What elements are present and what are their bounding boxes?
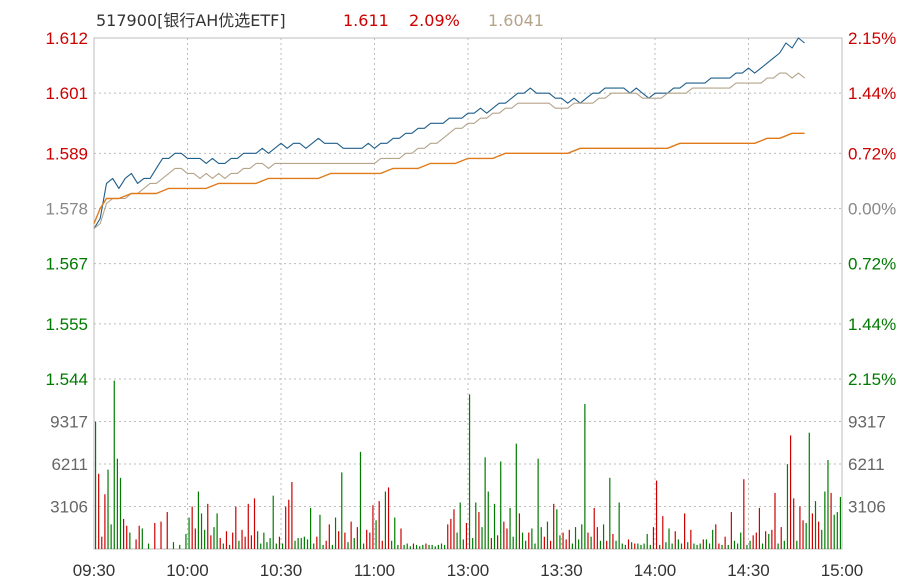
time-tick-label: 10:00	[166, 561, 209, 580]
volume-tick-label: 9317	[50, 413, 88, 432]
security-name: 517900[银行AH优选ETF]	[96, 11, 286, 30]
percent-tick-label: 0.72%	[848, 144, 896, 163]
average-price: 1.6041	[488, 11, 544, 30]
series-line-avg	[93, 72, 805, 230]
chart-header: 517900[银行AH优选ETF] 1.611 2.09% 1.6041	[96, 11, 544, 30]
percent-tick-label: 1.44%	[848, 315, 896, 334]
percent-tick-label: 2.15%	[848, 370, 896, 389]
time-tick-label: 15:00	[821, 561, 864, 580]
percent-tick-label: 1.44%	[848, 84, 896, 103]
last-price: 1.611	[343, 11, 389, 30]
price-lines	[93, 37, 805, 230]
time-tick-label: 11:00	[354, 561, 395, 580]
grid	[93, 37, 843, 550]
volume-tick-label-right: 6211	[848, 455, 885, 474]
series-line-price	[93, 37, 805, 229]
volume-tick-label-right: 3106	[848, 497, 886, 516]
price-tick-label: 1.567	[45, 255, 88, 274]
percent-tick-label: 0.72%	[848, 255, 896, 274]
volume-tick-label: 3106	[50, 497, 88, 516]
time-tick-label: 13:00	[447, 561, 490, 580]
price-tick-label: 1.578	[45, 200, 88, 219]
time-tick-label: 09:30	[73, 561, 116, 580]
time-tick-label: 10:30	[260, 561, 303, 580]
price-tick-label: 1.555	[45, 315, 88, 334]
volume-tick-label-right: 9317	[848, 413, 886, 432]
percent-tick-label: 2.15%	[848, 29, 896, 48]
price-tick-label: 1.601	[45, 84, 88, 103]
volume-bars	[94, 380, 842, 549]
axis-ticks: 1.612 2.15% 1.601 1.44% 1.589 0.72% 1.578 0.00%…	[45, 29, 896, 580]
price-tick-label: 1.544	[45, 370, 88, 389]
percent-tick-label: 0.00%	[848, 200, 896, 219]
time-tick-label: 14:00	[634, 561, 677, 580]
price-tick-label: 1.612	[45, 29, 88, 48]
time-tick-label: 13:30	[540, 561, 583, 580]
change-percent: 2.09%	[409, 11, 460, 30]
volume-tick-label: 6211	[51, 455, 88, 474]
series-line-third	[93, 132, 805, 224]
time-tick-label: 14:30	[727, 561, 770, 580]
price-tick-label: 1.589	[45, 144, 88, 163]
